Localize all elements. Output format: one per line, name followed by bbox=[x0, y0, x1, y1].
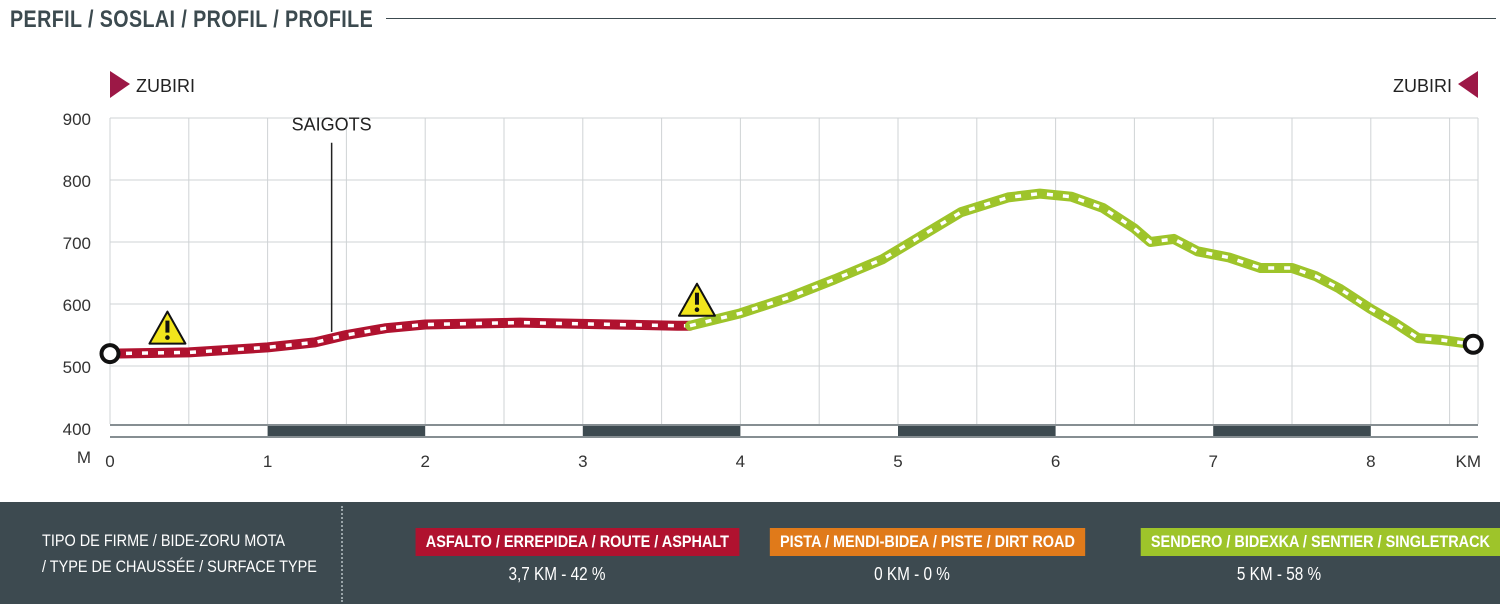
end-flag-icon bbox=[1458, 71, 1478, 98]
x-axis-label: KM bbox=[1456, 452, 1482, 471]
dirt-road-badge: PISTA / MENDI-BIDEA / PISTE / DIRT ROAD bbox=[769, 528, 1086, 556]
y-tick-label: 400 bbox=[63, 420, 91, 439]
warning-bar bbox=[165, 320, 170, 333]
x-tick-label: 1 bbox=[263, 452, 272, 471]
x-tick-label: 8 bbox=[1366, 452, 1375, 471]
end-label: ZUBIRI bbox=[1393, 76, 1452, 96]
y-tick-label: 500 bbox=[63, 358, 91, 377]
x-tick-label: 5 bbox=[893, 452, 902, 471]
x-tick-label: 4 bbox=[736, 452, 745, 471]
profile-lines bbox=[105, 188, 1479, 359]
y-tick-label: 600 bbox=[63, 296, 91, 315]
y-tick-label: 700 bbox=[63, 234, 91, 253]
surface-type-legend: TIPO DE FIRME / BIDE-ZORU MOTA / TYPE DE… bbox=[0, 502, 1500, 604]
annotations: SAIGOTS bbox=[99, 114, 1484, 365]
start-flag-icon bbox=[110, 71, 130, 98]
start-label: ZUBIRI bbox=[136, 76, 195, 96]
end-point-marker bbox=[1462, 333, 1484, 355]
grid bbox=[109, 117, 1479, 424]
dirt-road-value: 0 KM - 0 % bbox=[874, 564, 950, 584]
km-band-segment bbox=[267, 426, 426, 436]
singletrack-value: 5 KM - 58 % bbox=[1236, 564, 1322, 584]
km-band-segment bbox=[1213, 426, 1371, 436]
surface-label-line-1: TIPO DE FIRME / BIDE-ZORU MOTA bbox=[42, 531, 285, 550]
warning-icon bbox=[148, 310, 187, 345]
warning-dot bbox=[694, 307, 700, 312]
profile-series-dash-1 bbox=[689, 191, 1474, 347]
x-tick-label: 3 bbox=[578, 452, 587, 471]
axis-labels: 400 500 600 700 800 900 0 1 2 3 4 5 6 7 8 M KM ZUBIRI ZUBI… bbox=[63, 71, 1481, 471]
surface-label-line-2: / TYPE DE CHAUSSÉE / SURFACE TYPE bbox=[42, 557, 317, 576]
profile-series-1 bbox=[685, 188, 1479, 350]
km-band-segment bbox=[898, 426, 1056, 436]
surface-type-label: TIPO DE FIRME / BIDE-ZORU MOTA / TYPE DE… bbox=[42, 528, 317, 580]
page-title: PERFIL / SOSLAI / PROFIL / PROFILE bbox=[10, 6, 374, 33]
start-point-marker bbox=[99, 343, 121, 365]
warning-icon bbox=[677, 282, 716, 317]
legend-divider bbox=[341, 506, 343, 602]
x-tick-label: 2 bbox=[420, 452, 429, 471]
km-band-segment bbox=[582, 426, 741, 436]
elevation-profile-chart: 400 500 600 700 800 900 0 1 2 3 4 5 6 7 8 M KM ZUBIRI ZUBI… bbox=[63, 71, 1484, 471]
profile-series-dash-0 bbox=[109, 320, 690, 356]
header-rule bbox=[386, 18, 1496, 19]
x-tick-label: 0 bbox=[105, 452, 114, 471]
waypoint-label: SAIGOTS bbox=[292, 114, 372, 134]
warning-dot bbox=[165, 335, 170, 340]
x-tick-label: 7 bbox=[1208, 452, 1217, 471]
y-tick-label: 800 bbox=[63, 172, 91, 191]
legend-dirt-road: PISTA / MENDI-BIDEA / PISTE / DIRT ROAD … bbox=[742, 528, 1086, 584]
asphalt-badge: ASFALTO / ERREPIDEA / ROUTE / ASPHALT bbox=[415, 528, 740, 556]
km-band bbox=[110, 424, 1478, 438]
x-tick-label: 6 bbox=[1051, 452, 1060, 471]
asphalt-value: 3,7 KM - 42 % bbox=[508, 564, 606, 584]
legend-asphalt: ASFALTO / ERREPIDEA / ROUTE / ASPHALT 3,… bbox=[387, 528, 740, 584]
y-axis-label: M bbox=[77, 448, 91, 467]
singletrack-badge: SENDERO / BIDEXKA / SENTIER / SINGLETRAC… bbox=[1140, 528, 1500, 556]
warning-bar bbox=[694, 292, 699, 305]
legend-singletrack: SENDERO / BIDEXKA / SENTIER / SINGLETRAC… bbox=[1109, 528, 1500, 584]
y-tick-label: 900 bbox=[63, 110, 91, 129]
